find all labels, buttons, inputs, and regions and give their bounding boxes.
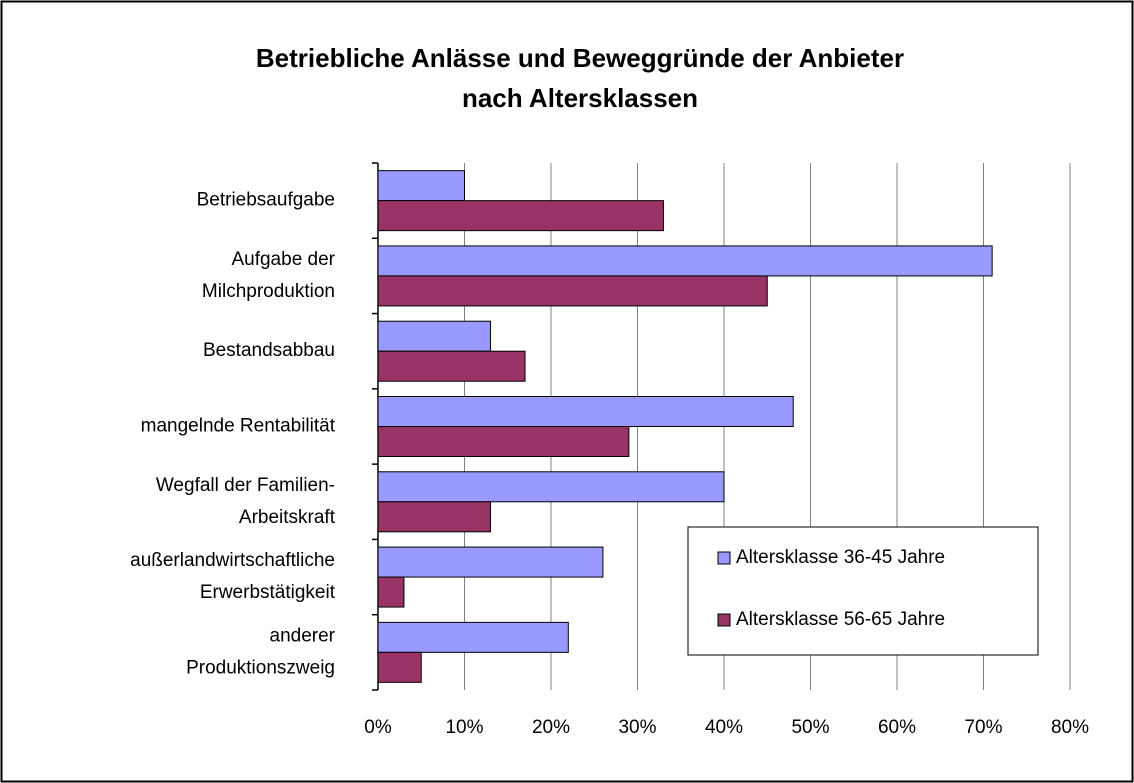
y-tick-label: Betriebsaufgabe [197,190,335,211]
x-tick-label: 80% [1051,717,1089,738]
bar [377,200,664,232]
bar [377,396,794,427]
y-tick-label: anderer [270,625,336,646]
x-tick-label: 60% [878,717,916,738]
x-tick-label: 30% [618,717,656,738]
bar [377,275,768,307]
x-tick-label: 0% [364,717,392,738]
y-tick-label: Bestandsabbau [203,340,335,361]
y-tick-label: Arbeitskraft [239,507,336,528]
y-tick-label: außerlandwirtschaftliche [130,550,335,571]
bar [377,170,465,202]
bar [377,621,569,653]
x-tick-label: 70% [964,717,1002,738]
legend-label: Altersklasse 36-45 Jahre [736,547,945,568]
bar [377,471,725,503]
y-tick-label: Wegfall der Familien- [156,475,335,496]
legend-swatch [717,613,731,627]
bar [377,245,993,277]
bar [377,320,491,352]
bar [377,546,604,578]
x-tick-label: 20% [532,717,570,738]
y-tick-label: mangelnde Rentabilität [141,416,336,437]
y-tick-label: Aufgabe der [231,249,335,270]
chart-title: Betriebliche Anlässe und Beweggründe der… [256,43,904,73]
y-tick-label: Erwerbstätigkeit [200,582,336,603]
y-tick-label: Produktionszweig [186,657,335,678]
legend-label: Altersklasse 56-65 Jahre [736,609,945,630]
bar [377,426,630,457]
chart-title: nach Altersklassen [462,83,698,113]
x-tick-label: 40% [705,717,743,738]
bar [377,576,405,608]
bar [377,350,526,382]
y-tick-label: Milchproduktion [202,281,335,302]
x-tick-label: 50% [791,717,829,738]
bar [377,501,491,533]
legend-box [687,526,1039,656]
legend-swatch [717,551,731,565]
x-tick-label: 10% [445,717,483,738]
bar [377,651,422,683]
